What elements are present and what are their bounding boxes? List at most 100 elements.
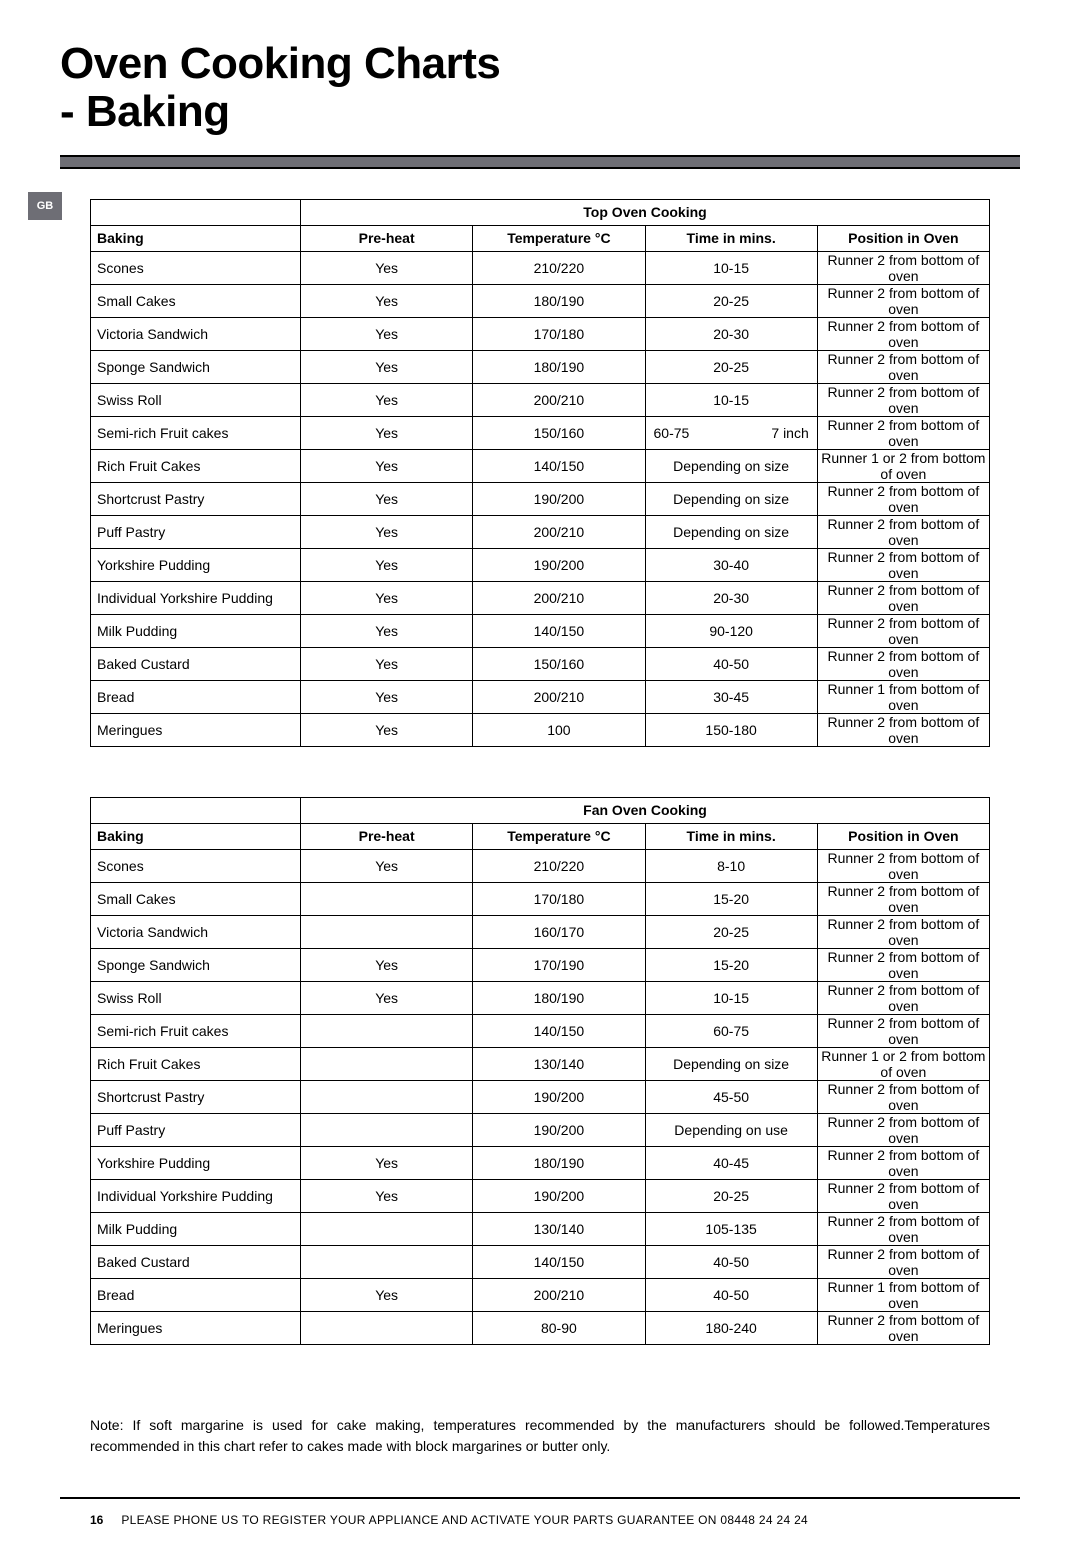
- table-row: BreadYes200/21030-45Runner 1 from bottom…: [91, 680, 990, 713]
- cell-temperature: 200/210: [473, 515, 645, 548]
- cell-preheat: Yes: [301, 350, 473, 383]
- cell-time: 10-15: [645, 981, 817, 1014]
- cell-temperature: 200/210: [473, 680, 645, 713]
- cell-baking: Swiss Roll: [91, 383, 301, 416]
- cell-preheat: Yes: [301, 1278, 473, 1311]
- title-divider: [60, 155, 1020, 169]
- table-row: Meringues80-90180-240Runner 2 from botto…: [91, 1311, 990, 1344]
- cell-baking: Sponge Sandwich: [91, 350, 301, 383]
- cell-baking: Milk Pudding: [91, 614, 301, 647]
- table-row: Baked Custard140/15040-50Runner 2 from b…: [91, 1245, 990, 1278]
- cell-position: Runner 2 from bottom of oven: [817, 482, 989, 515]
- cell-preheat: [301, 882, 473, 915]
- cell-preheat: [301, 1212, 473, 1245]
- cell-baking: Shortcrust Pastry: [91, 1080, 301, 1113]
- table-row: Rich Fruit CakesYes140/150Depending on s…: [91, 449, 990, 482]
- cell-time: 40-50: [645, 1278, 817, 1311]
- table-row: Baked CustardYes150/16040-50Runner 2 fro…: [91, 647, 990, 680]
- table-row: Milk PuddingYes140/15090-120Runner 2 fro…: [91, 614, 990, 647]
- table-row: Puff Pastry190/200Depending on useRunner…: [91, 1113, 990, 1146]
- cell-preheat: Yes: [301, 581, 473, 614]
- table-row: Individual Yorkshire PuddingYes200/21020…: [91, 581, 990, 614]
- cell-temperature: 190/200: [473, 1113, 645, 1146]
- cell-time: 20-25: [645, 350, 817, 383]
- cell-preheat: Yes: [301, 482, 473, 515]
- cell-baking: Meringues: [91, 1311, 301, 1344]
- cell-time: 40-45: [645, 1146, 817, 1179]
- cell-position: Runner 2 from bottom of oven: [817, 614, 989, 647]
- column-header: Baking: [91, 823, 301, 849]
- cell-position: Runner 2 from bottom of oven: [817, 416, 989, 449]
- table-row: Small CakesYes180/19020-25Runner 2 from …: [91, 284, 990, 317]
- cell-baking: Semi-rich Fruit cakes: [91, 416, 301, 449]
- cell-preheat: Yes: [301, 614, 473, 647]
- table-spacer: [90, 747, 1020, 797]
- table-row: SconesYes210/22010-15Runner 2 from botto…: [91, 251, 990, 284]
- cell-preheat: [301, 1080, 473, 1113]
- table-row: Milk Pudding130/140105-135Runner 2 from …: [91, 1212, 990, 1245]
- cell-baking: Swiss Roll: [91, 981, 301, 1014]
- cell-baking: Sponge Sandwich: [91, 948, 301, 981]
- cell-position: Runner 1 from bottom of oven: [817, 680, 989, 713]
- cell-temperature: 200/210: [473, 581, 645, 614]
- cell-baking: Baked Custard: [91, 1245, 301, 1278]
- cell-position: Runner 2 from bottom of oven: [817, 713, 989, 746]
- cell-position: Runner 2 from bottom of oven: [817, 1245, 989, 1278]
- cell-temperature: 180/190: [473, 981, 645, 1014]
- table-row: Yorkshire PuddingYes180/19040-45Runner 2…: [91, 1146, 990, 1179]
- cell-position: Runner 1 or 2 from bottom of oven: [817, 449, 989, 482]
- cell-preheat: [301, 1245, 473, 1278]
- cell-baking: Individual Yorkshire Pudding: [91, 581, 301, 614]
- cell-time: 10-15: [645, 251, 817, 284]
- cell-time: 40-50: [645, 1245, 817, 1278]
- cell-position: Runner 2 from bottom of oven: [817, 981, 989, 1014]
- cell-time: 60-757 inch: [645, 416, 817, 449]
- cell-baking: Meringues: [91, 713, 301, 746]
- cell-position: Runner 2 from bottom of oven: [817, 1014, 989, 1047]
- cell-baking: Baked Custard: [91, 647, 301, 680]
- cell-baking: Puff Pastry: [91, 1113, 301, 1146]
- cell-temperature: 100: [473, 713, 645, 746]
- cell-position: Runner 2 from bottom of oven: [817, 1212, 989, 1245]
- cell-position: Runner 2 from bottom of oven: [817, 317, 989, 350]
- cell-temperature: 140/150: [473, 614, 645, 647]
- table-row: Semi-rich Fruit cakesYes150/16060-757 in…: [91, 416, 990, 449]
- cell-position: Runner 2 from bottom of oven: [817, 350, 989, 383]
- cell-time: 90-120: [645, 614, 817, 647]
- cell-temperature: 170/180: [473, 882, 645, 915]
- cell-time: Depending on size: [645, 449, 817, 482]
- cell-time: 15-20: [645, 948, 817, 981]
- table-group-title: Top Oven Cooking: [301, 199, 990, 225]
- cell-preheat: [301, 1047, 473, 1080]
- cell-temperature: 170/190: [473, 948, 645, 981]
- cell-position: Runner 2 from bottom of oven: [817, 647, 989, 680]
- cooking-table: Fan Oven CookingBakingPre-heatTemperatur…: [90, 797, 990, 1345]
- cell-temperature: 150/160: [473, 416, 645, 449]
- cell-position: Runner 2 from bottom of oven: [817, 915, 989, 948]
- cell-temperature: 190/200: [473, 1080, 645, 1113]
- cell-time: Depending on size: [645, 515, 817, 548]
- cell-temperature: 210/220: [473, 849, 645, 882]
- cell-temperature: 210/220: [473, 251, 645, 284]
- cell-preheat: Yes: [301, 317, 473, 350]
- cell-preheat: Yes: [301, 713, 473, 746]
- table-row: Small Cakes170/18015-20Runner 2 from bot…: [91, 882, 990, 915]
- cell-time: 20-25: [645, 915, 817, 948]
- column-header: Temperature °C: [473, 823, 645, 849]
- cell-position: Runner 2 from bottom of oven: [817, 948, 989, 981]
- table-header-blank: [91, 797, 301, 823]
- cell-baking: Yorkshire Pudding: [91, 1146, 301, 1179]
- cell-preheat: Yes: [301, 1179, 473, 1212]
- cell-preheat: [301, 1113, 473, 1146]
- cell-temperature: 180/190: [473, 1146, 645, 1179]
- cell-time: 15-20: [645, 882, 817, 915]
- footer: 16 PLEASE PHONE US TO REGISTER YOUR APPL…: [90, 1513, 1020, 1527]
- cell-baking: Yorkshire Pudding: [91, 548, 301, 581]
- cell-position: Runner 2 from bottom of oven: [817, 284, 989, 317]
- table-row: Swiss RollYes180/19010-15Runner 2 from b…: [91, 981, 990, 1014]
- cell-position: Runner 2 from bottom of oven: [817, 1113, 989, 1146]
- table-header-blank: [91, 199, 301, 225]
- table-row: Yorkshire PuddingYes190/20030-40Runner 2…: [91, 548, 990, 581]
- cell-time: Depending on size: [645, 1047, 817, 1080]
- cell-preheat: Yes: [301, 515, 473, 548]
